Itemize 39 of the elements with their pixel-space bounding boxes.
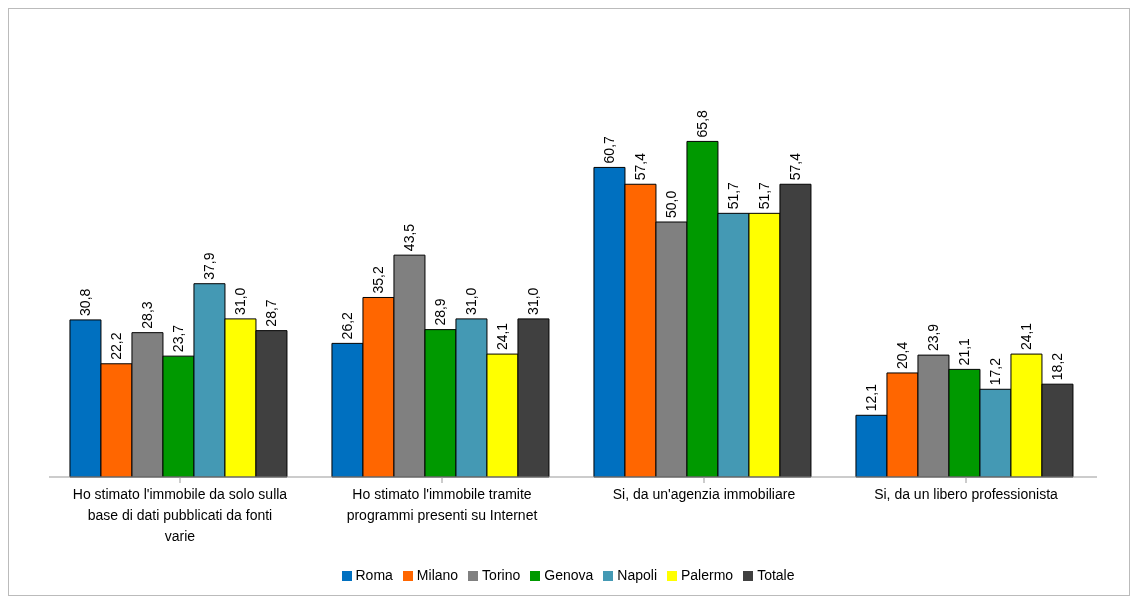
data-label: 31,0	[232, 287, 249, 315]
data-label: 17,2	[987, 357, 1004, 386]
data-label: 28,3	[139, 301, 156, 329]
x-tick-label: Ho stimato l'immobile tramite programmi presenti su Internet	[346, 486, 538, 523]
x-tick-label: Ho stimato l'immobile da solo sulla base di dati pubblicati da fonti varie	[72, 486, 288, 544]
data-label: 65,8	[694, 109, 711, 138]
legend-label: Napoli	[617, 567, 657, 583]
x-tick-label: Si, da un libero professionista	[874, 486, 1059, 502]
data-label: 12,1	[863, 383, 880, 412]
x-tick-label: Si, da un'agenzia immobiliare	[612, 486, 796, 502]
data-label: 50,0	[663, 190, 680, 218]
legend-label: Roma	[355, 567, 393, 583]
data-label: 35,2	[370, 266, 387, 294]
data-label: 57,4	[632, 152, 649, 181]
legend-label: Totale	[757, 567, 795, 583]
data-label: 23,9	[925, 323, 942, 352]
data-label: 30,8	[77, 288, 94, 316]
data-label: 51,7	[756, 181, 773, 210]
data-label: 21,1	[956, 337, 973, 366]
legend-label: Torino	[482, 567, 521, 583]
legend-label: Milano	[416, 567, 459, 583]
data-label: 18,2	[1049, 352, 1066, 381]
data-label: 31,0	[463, 287, 480, 315]
data-label: 23,7	[170, 324, 187, 353]
legend-label: Genova	[544, 567, 594, 583]
data-label: 60,7	[601, 135, 618, 164]
data-label: 57,4	[787, 152, 804, 181]
data-label: 31,0	[525, 287, 542, 315]
data-label: 26,2	[339, 311, 356, 340]
data-label: 28,9	[432, 298, 449, 326]
data-label: 37,9	[201, 252, 218, 280]
data-label: 51,7	[725, 181, 742, 210]
data-label: 20,4	[894, 341, 911, 369]
legend-label: Palermo	[681, 567, 734, 583]
data-label: 24,1	[494, 322, 511, 351]
data-label: 43,5	[401, 223, 418, 252]
data-label: 24,1	[1018, 322, 1035, 351]
data-label: 22,2	[108, 332, 125, 360]
data-label: 28,7	[263, 299, 280, 327]
